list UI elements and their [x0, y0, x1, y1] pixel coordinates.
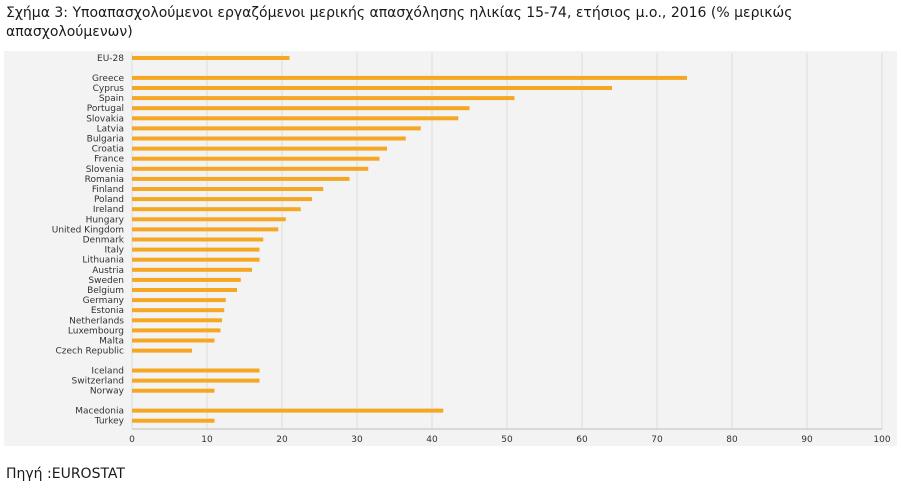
category-label: Denmark [83, 236, 125, 246]
category-label: Poland [94, 195, 124, 205]
bar [132, 277, 241, 282]
category-label: Ireland [93, 205, 124, 215]
x-tick-label: 90 [801, 435, 813, 445]
category-label: Italy [104, 246, 124, 256]
x-tick-label: 50 [501, 435, 513, 445]
bar [132, 126, 421, 131]
category-label: Slovenia [86, 165, 124, 175]
x-tick-label: 0 [129, 435, 135, 445]
category-label: United Kingdom [52, 225, 124, 235]
category-label: Greece [92, 74, 124, 84]
bar [132, 86, 612, 90]
bar [132, 308, 225, 313]
bar [132, 298, 226, 303]
x-tick-label: 40 [426, 435, 438, 445]
bar [132, 328, 221, 333]
category-label: Iceland [91, 367, 124, 377]
bar [132, 368, 260, 373]
category-label: Finland [92, 185, 124, 195]
bar [132, 176, 350, 181]
x-tick-label: 100 [873, 435, 890, 445]
source-note: Πηγή :EUROSTAT [6, 466, 125, 482]
category-label: Bulgaria [87, 135, 124, 145]
bar [132, 388, 215, 393]
bar [132, 187, 324, 191]
bar [132, 378, 260, 383]
chart-caption: Σχήμα 3: Υποαπασχολούμενοι εργαζόμενοι μ… [6, 5, 793, 40]
category-label: Austria [92, 266, 124, 276]
category-label: Spain [99, 94, 124, 104]
bar [132, 348, 192, 353]
bar [132, 116, 459, 121]
category-label: France [94, 155, 124, 165]
category-label: Portugal [87, 104, 124, 114]
x-tick-label: 70 [651, 435, 663, 445]
bar [132, 338, 215, 343]
bar [132, 418, 215, 423]
category-label: Cyprus [93, 84, 125, 94]
category-label: Czech Republic [55, 347, 124, 357]
category-label: Sweden [88, 276, 124, 286]
category-label: Hungary [86, 215, 125, 225]
bar [132, 106, 470, 111]
bar [132, 146, 387, 151]
category-label: Latvia [97, 124, 124, 134]
bar-chart: EU-28 GreeceCyprusSpainPortugalSlovakiaLa… [52, 53, 891, 445]
category-label: Slovakia [86, 114, 124, 124]
bar [132, 237, 264, 242]
bar [132, 318, 222, 323]
category-label: Estonia [91, 306, 124, 316]
category-label: Turkey [94, 417, 125, 427]
bar [132, 96, 515, 101]
bar [132, 217, 286, 222]
bar [132, 197, 312, 202]
category-label: Malta [99, 337, 124, 347]
bar [132, 156, 380, 161]
x-tick-label: 20 [276, 435, 288, 445]
bar [132, 408, 444, 413]
category-label: Netherlands [69, 316, 124, 326]
bar [132, 288, 237, 292]
chart-area: EU-28 Greece Cyprus Spain Portugal Slovakia La… [4, 51, 897, 446]
category-label: Croatia [92, 145, 124, 155]
bar [132, 56, 290, 60]
category-label: Switzerland [72, 377, 125, 387]
category-label: Macedonia [75, 407, 124, 417]
bar [132, 75, 687, 80]
x-tick-label: 10 [201, 435, 213, 445]
bar [132, 267, 252, 272]
bar [132, 227, 279, 232]
category-label: Norway [90, 387, 125, 397]
category-label: Lithuania [82, 256, 124, 266]
x-tick-label: 60 [576, 435, 588, 445]
category-label: Germany [83, 296, 125, 306]
category-label: EU-28 [97, 54, 124, 64]
bar [132, 136, 406, 141]
bar [132, 257, 260, 262]
bar [132, 166, 369, 171]
x-tick-label: 30 [351, 435, 363, 445]
bar [132, 207, 301, 212]
category-label: Luxembourg [68, 326, 124, 336]
category-label: Romania [85, 175, 124, 185]
category-label: Belgium [87, 286, 124, 296]
x-tick-label: 80 [726, 435, 738, 445]
bar [132, 247, 260, 252]
